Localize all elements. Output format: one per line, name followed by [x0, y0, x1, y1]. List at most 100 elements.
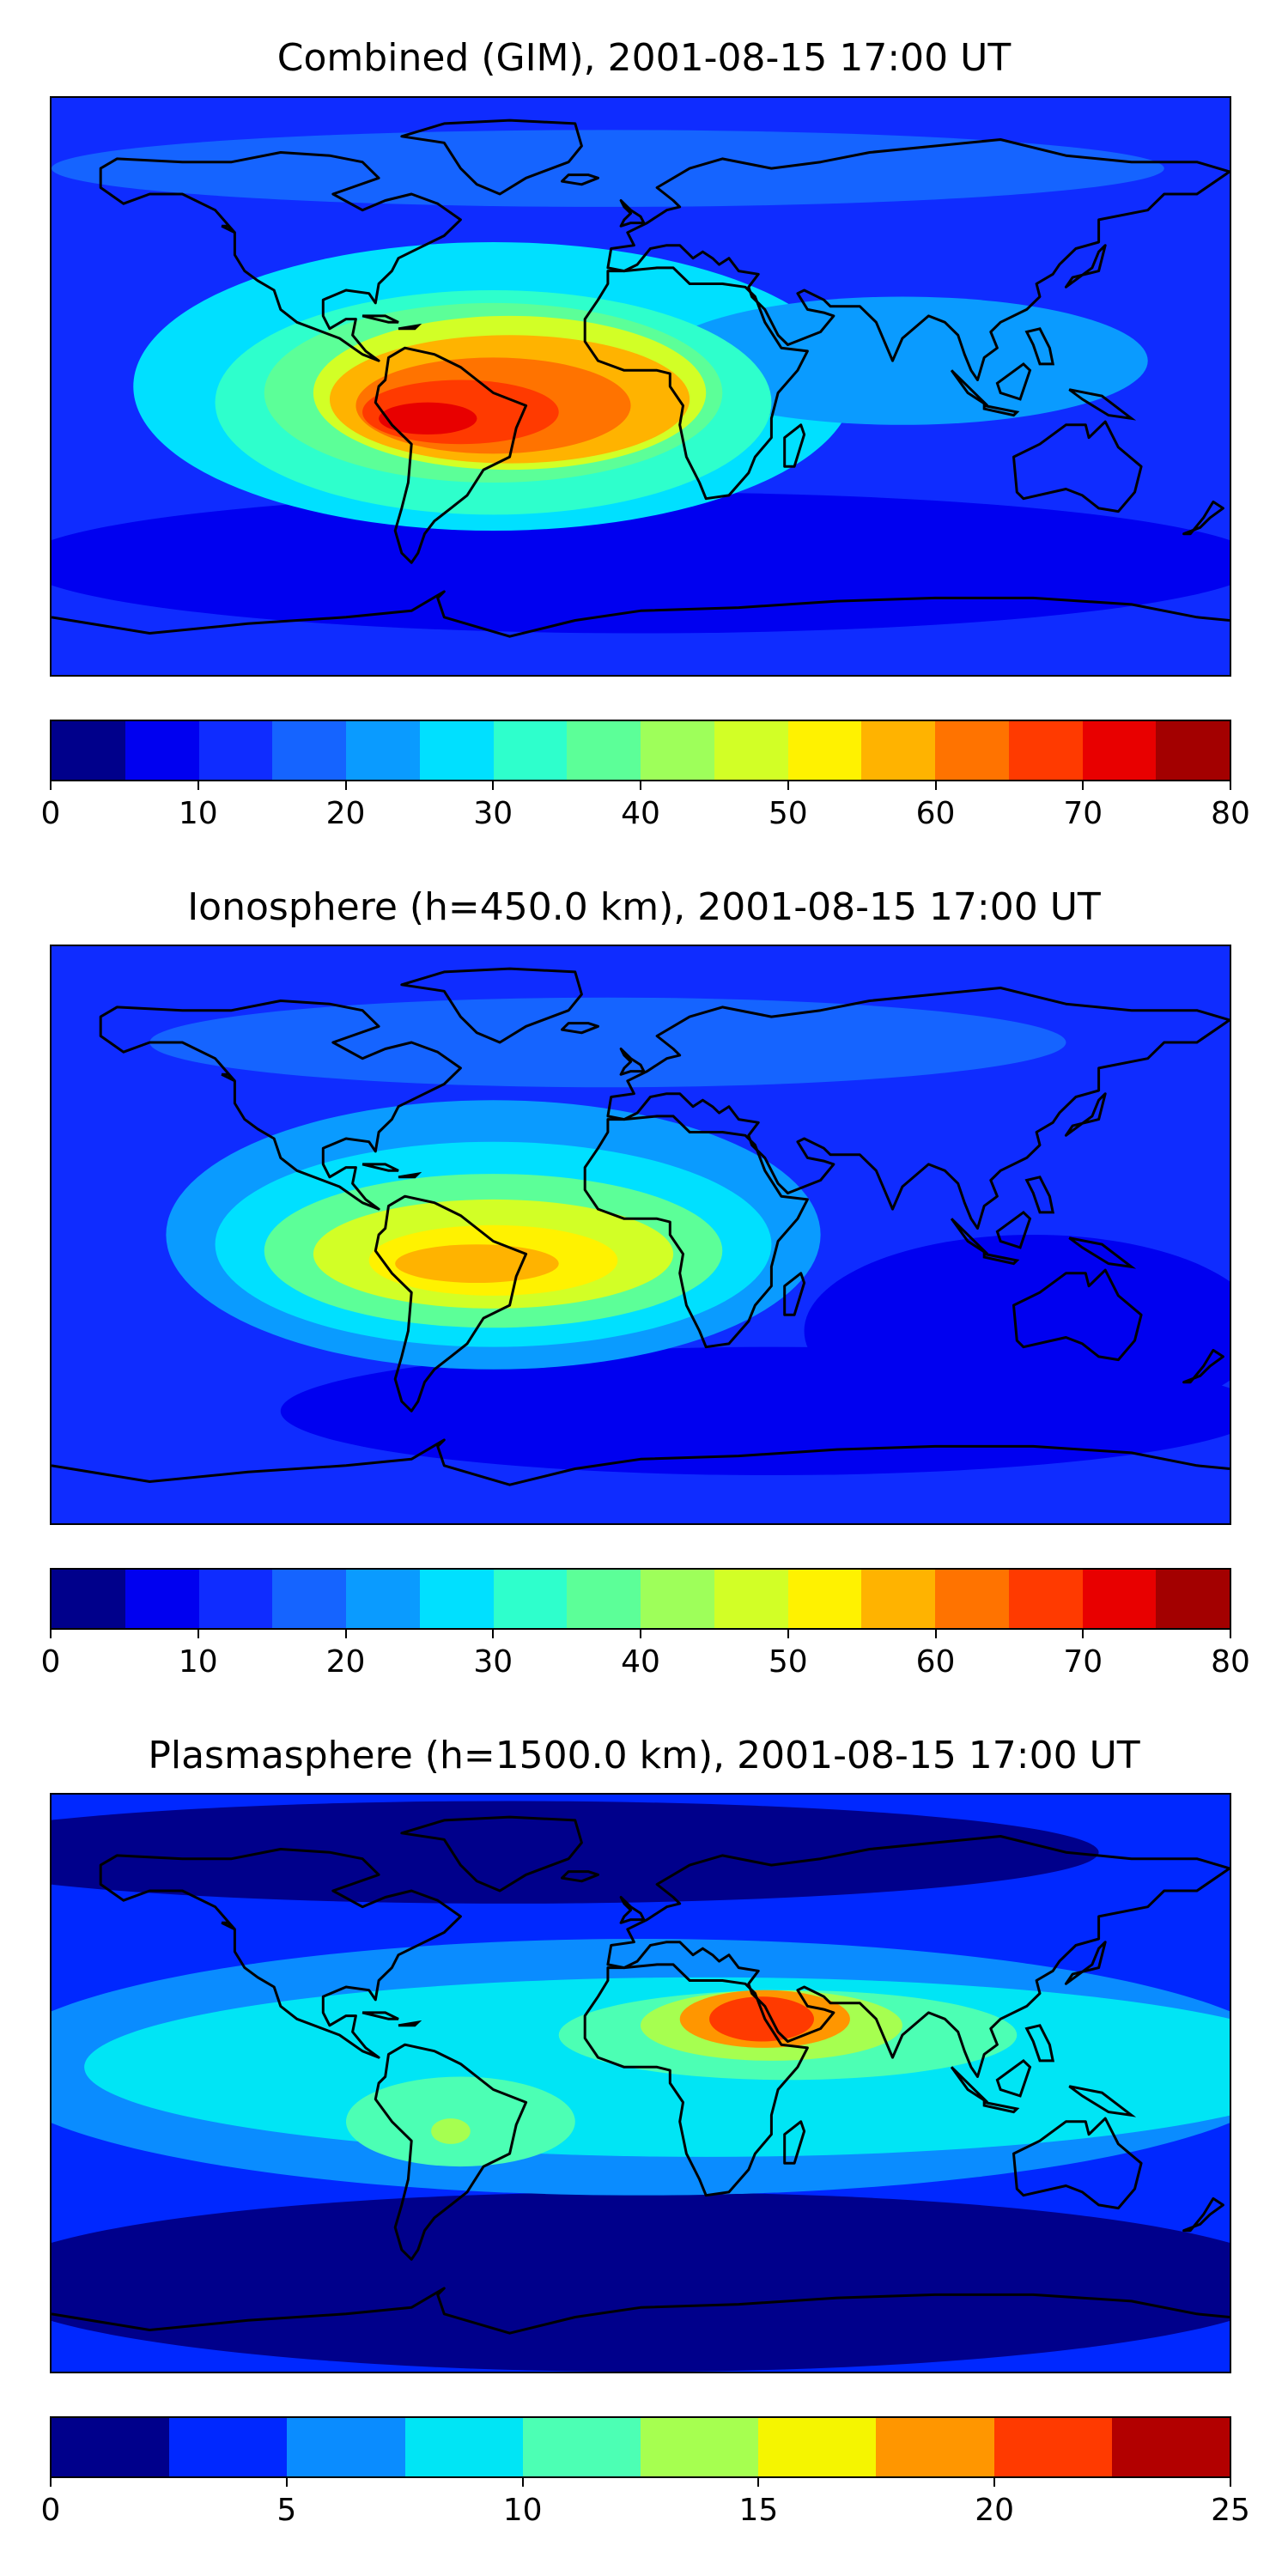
colorbar-segment [1111, 2418, 1230, 2476]
colorbar-segment [493, 1570, 568, 1628]
colorbar-tick-label: 25 [1211, 2493, 1250, 2528]
colorbar-tick-label: 0 [40, 796, 61, 831]
colorbar-segment [714, 1570, 788, 1628]
colorbar-segment [1156, 721, 1230, 780]
combined-map-title: Combined (GIM), 2001-08-15 17:00 UT [276, 36, 1012, 80]
colorbar-segment [1008, 1570, 1083, 1628]
coastline-path [561, 1870, 599, 1883]
island-path [361, 1163, 399, 1172]
colorbar-tick-label: 10 [502, 2493, 543, 2528]
coastline-path [606, 987, 1230, 1230]
colorbar-segment [522, 2418, 641, 2476]
coastline-path [783, 2120, 806, 2165]
colorbar-tick [344, 781, 347, 790]
colorbar-tick [787, 781, 789, 790]
island-path [398, 323, 422, 331]
combined-colorbar [50, 720, 1231, 781]
colorbar-tick [640, 781, 641, 790]
colorbar-tick [50, 1630, 52, 1638]
colorbar-segment [935, 721, 1009, 780]
coastline-path [1182, 1348, 1224, 1384]
coastlines [52, 967, 1230, 1486]
colorbar-segment [641, 2418, 759, 2476]
island-path [221, 1921, 236, 1931]
colorbar-tick [492, 1630, 495, 1638]
colorbar-segment [52, 1570, 125, 1628]
coastline-path [1012, 420, 1143, 513]
colorbar-tick [934, 1630, 937, 1638]
colorbar-tick-label: 30 [473, 796, 513, 831]
colorbar-tick-label: 15 [738, 2493, 779, 2528]
coastline-path [400, 967, 583, 1044]
contour-anomaly-peak [379, 402, 477, 435]
colorbar-segment [1008, 721, 1083, 780]
ionosphere-map-title: Ionosphere (h=450.0 km), 2001-08-15 17:0… [187, 885, 1101, 929]
colorbar-tick [50, 781, 52, 790]
colorbar-tick [934, 781, 937, 790]
colorbar-tick [757, 2478, 760, 2487]
colorbar-segment [419, 721, 494, 780]
colorbar-segment [861, 721, 935, 780]
colorbar-segment [935, 1570, 1009, 1628]
colorbar-tick-label: 30 [473, 1644, 513, 1680]
coastline-path [99, 151, 462, 362]
island-path [1068, 388, 1137, 421]
coastline-path [583, 266, 809, 501]
coastline-path [52, 2287, 1230, 2335]
colorbar-tick-label: 60 [915, 1644, 956, 1680]
island-path [982, 404, 1020, 417]
contour-south-america-peak [431, 2118, 471, 2144]
colorbar-segment [567, 721, 641, 780]
island-path [221, 1072, 236, 1083]
colorbar-tick-label: 70 [1063, 796, 1103, 831]
colorbar-segment [787, 1570, 862, 1628]
colorbar-tick-label: 80 [1211, 1644, 1250, 1680]
colorbar-segment [567, 1570, 641, 1628]
coastline-path [619, 1896, 646, 1924]
colorbar-segment [404, 2418, 523, 2476]
ionosphere-map [50, 945, 1231, 1525]
colorbar-tick-label: 50 [768, 1644, 808, 1680]
contour-southern-polar-low [52, 2191, 1230, 2372]
coastline-path [561, 173, 599, 186]
colorbar-tick [197, 781, 199, 790]
island-path [995, 2058, 1032, 2098]
coastline-path [606, 1835, 1230, 2078]
island-path [1068, 2085, 1137, 2117]
colorbar-segment [52, 721, 125, 780]
coastline-path [1182, 500, 1224, 536]
colorbar-tick [1082, 1630, 1084, 1638]
coastline-path [52, 590, 1230, 638]
colorbar-segment [52, 2418, 170, 2476]
colorbar-tick [344, 1630, 347, 1638]
coastline-path [1064, 1092, 1107, 1137]
island-path [398, 1171, 422, 1179]
coastline-path [606, 138, 1230, 381]
island-path [982, 1252, 1020, 1266]
coastline-path [99, 999, 462, 1211]
colorbar-tick [197, 1630, 199, 1638]
colorbar-segment [493, 721, 568, 780]
colorbar-tick [787, 1630, 789, 1638]
island-path [361, 2011, 399, 2020]
coastline-path [1182, 2196, 1224, 2233]
island-path [221, 224, 236, 234]
colorbar-tick-label: 0 [40, 2493, 61, 2528]
coastlines [52, 118, 1230, 638]
colorbar-tick [1230, 1630, 1231, 1638]
contour-arabian-core [709, 1996, 814, 2042]
colorbar-tick-label: 5 [276, 2493, 297, 2528]
colorbar-tick [285, 2478, 288, 2487]
island-path [361, 314, 399, 324]
island-path [1024, 2024, 1055, 2063]
colorbar-segment [876, 2418, 994, 2476]
coastlines [52, 1815, 1230, 2335]
contour-north-atlantic-band [52, 130, 1164, 207]
colorbar-segment [641, 721, 714, 780]
coastline-path [1064, 244, 1107, 289]
colorbar-tick [521, 2478, 524, 2487]
colorbar-segment [198, 721, 273, 780]
island-path [1024, 1176, 1055, 1214]
colorbar-tick-label: 10 [178, 1644, 218, 1680]
combined-map [50, 96, 1231, 677]
